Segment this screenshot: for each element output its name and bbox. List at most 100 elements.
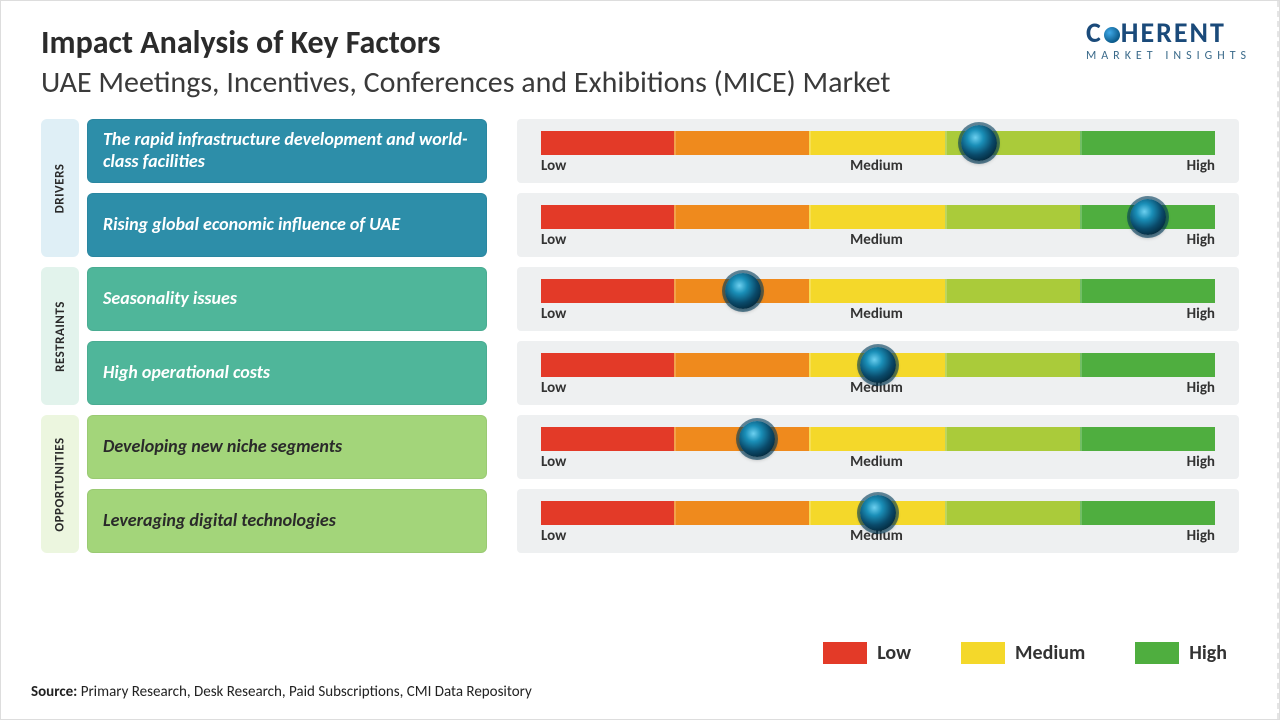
impact-scale: LowMediumHigh bbox=[517, 489, 1239, 553]
category-group: OPPORTUNITIES Developing new niche segmen… bbox=[41, 415, 1239, 553]
page-title: Impact Analysis of Key Factors bbox=[41, 23, 1239, 62]
category-tab: OPPORTUNITIES bbox=[41, 415, 79, 553]
category-rows: Developing new niche segments Low Medium Hi… bbox=[87, 415, 1239, 553]
impact-scale: Low Medium High bbox=[517, 119, 1239, 183]
impact-marker bbox=[961, 125, 997, 161]
scale-bar bbox=[541, 427, 1215, 451]
category-tab: DRIVERS bbox=[41, 119, 79, 257]
scale-label-medium: Medium bbox=[850, 453, 903, 471]
logo-tagline: MARKET INSIGHTS bbox=[1086, 49, 1251, 63]
scale-segment bbox=[674, 353, 809, 377]
factor-label: Developing new niche segments bbox=[87, 415, 487, 479]
factor-label: The rapid infrastructure development and… bbox=[87, 119, 487, 183]
scale-segment bbox=[674, 205, 809, 229]
logo-post: HERENT bbox=[1121, 15, 1226, 50]
factor-label: Leveraging digital technologies bbox=[87, 489, 487, 553]
source-label: Source: bbox=[31, 683, 77, 701]
impact-marker bbox=[1130, 199, 1166, 235]
source-text: Primary Research, Desk Research, Paid Su… bbox=[81, 683, 532, 701]
brand-logo: CHERENT MARKET INSIGHTS bbox=[1086, 19, 1251, 63]
scale-label-high: High bbox=[1187, 305, 1215, 323]
legend-swatch bbox=[1135, 642, 1179, 664]
legend: Low Medium High bbox=[823, 641, 1227, 665]
scale-segment bbox=[541, 131, 674, 155]
logo-bullet-icon bbox=[1104, 27, 1120, 43]
scale-label-low: Low bbox=[541, 379, 566, 397]
impact-scale: Low Medium High bbox=[517, 415, 1239, 479]
legend-swatch bbox=[823, 642, 867, 664]
impact-scale: LowMediumHigh bbox=[517, 193, 1239, 257]
legend-item: High bbox=[1135, 641, 1227, 665]
legend-label: High bbox=[1189, 641, 1227, 665]
scale-segment bbox=[541, 205, 674, 229]
scale-bar bbox=[541, 205, 1215, 229]
legend-item: Low bbox=[823, 641, 911, 665]
category-tab: RESTRAINTS bbox=[41, 267, 79, 405]
legend-item: Medium bbox=[961, 641, 1085, 665]
scale-label-medium: Medium bbox=[850, 231, 903, 249]
scale-label-high: High bbox=[1187, 453, 1215, 471]
scale-bar bbox=[541, 501, 1215, 525]
scale-axis-labels: Low Medium High bbox=[541, 453, 1215, 471]
impact-marker bbox=[860, 347, 896, 383]
impact-marker bbox=[725, 273, 761, 309]
factor-row: Developing new niche segments Low Medium Hi… bbox=[87, 415, 1239, 479]
scale-segment bbox=[541, 353, 674, 377]
scale-segment bbox=[809, 427, 944, 451]
scale-label-high: High bbox=[1187, 379, 1215, 397]
scale-segment bbox=[1080, 427, 1215, 451]
scale-label-medium: Medium bbox=[850, 305, 903, 323]
scale-segment bbox=[945, 353, 1080, 377]
scale-axis-labels: LowMediumHigh bbox=[541, 305, 1215, 323]
scale-segment bbox=[674, 131, 809, 155]
scale-segment bbox=[945, 205, 1080, 229]
impact-scale: LowMediumHigh bbox=[517, 341, 1239, 405]
page-subtitle: UAE Meetings, Incentives, Conferences an… bbox=[41, 64, 1239, 101]
scale-segment bbox=[809, 205, 944, 229]
category-label: RESTRAINTS bbox=[53, 301, 68, 372]
scale-bar bbox=[541, 279, 1215, 303]
factor-label: Seasonality issues bbox=[87, 267, 487, 331]
scale-label-low: Low bbox=[541, 453, 566, 471]
category-label: OPPORTUNITIES bbox=[53, 437, 68, 531]
right-dashed-border bbox=[1277, 1, 1279, 719]
factor-row: Rising global economic influence of UAE L… bbox=[87, 193, 1239, 257]
impact-marker bbox=[739, 421, 775, 457]
scale-segment bbox=[541, 501, 674, 525]
impact-marker bbox=[860, 495, 896, 531]
source-line: Source: Primary Research, Desk Research,… bbox=[31, 683, 532, 701]
category-rows: Seasonality issuesLowMediumHighHigh oper… bbox=[87, 267, 1239, 405]
logo-pre: C bbox=[1086, 15, 1103, 50]
category-group: DRIVERS The rapid infrastructure developm… bbox=[41, 119, 1239, 257]
legend-label: Low bbox=[877, 641, 911, 665]
scale-segment bbox=[809, 131, 944, 155]
scale-segment bbox=[945, 279, 1080, 303]
scale-label-low: Low bbox=[541, 157, 566, 175]
scale-label-high: High bbox=[1187, 157, 1215, 175]
scale-label-low: Low bbox=[541, 527, 566, 545]
category-label: DRIVERS bbox=[53, 163, 68, 213]
scale-segment bbox=[541, 279, 674, 303]
scale-label-high: High bbox=[1187, 527, 1215, 545]
legend-label: Medium bbox=[1015, 641, 1085, 665]
scale-axis-labels: Low Medium High bbox=[541, 157, 1215, 175]
factor-row: Leveraging digital technologies LowMedium… bbox=[87, 489, 1239, 553]
legend-swatch bbox=[961, 642, 1005, 664]
scale-label-low: Low bbox=[541, 231, 566, 249]
category-rows: The rapid infrastructure development and… bbox=[87, 119, 1239, 257]
category-group: RESTRAINTSSeasonality issuesLowMediumHig… bbox=[41, 267, 1239, 405]
scale-label-medium: Medium bbox=[850, 157, 903, 175]
factor-row: Seasonality issuesLowMediumHigh bbox=[87, 267, 1239, 331]
scale-segment bbox=[1080, 279, 1215, 303]
factor-label: High operational costs bbox=[87, 341, 487, 405]
factor-row: The rapid infrastructure development and… bbox=[87, 119, 1239, 183]
scale-bar bbox=[541, 131, 1215, 155]
chart-body: DRIVERS The rapid infrastructure developm… bbox=[1, 109, 1279, 553]
scale-segment bbox=[945, 427, 1080, 451]
scale-segment bbox=[1080, 131, 1215, 155]
scale-axis-labels: LowMediumHigh bbox=[541, 231, 1215, 249]
factor-label: Rising global economic influence of UAE bbox=[87, 193, 487, 257]
scale-segment bbox=[1080, 353, 1215, 377]
scale-segment bbox=[1080, 501, 1215, 525]
factor-row: High operational costs LowMediumHigh bbox=[87, 341, 1239, 405]
